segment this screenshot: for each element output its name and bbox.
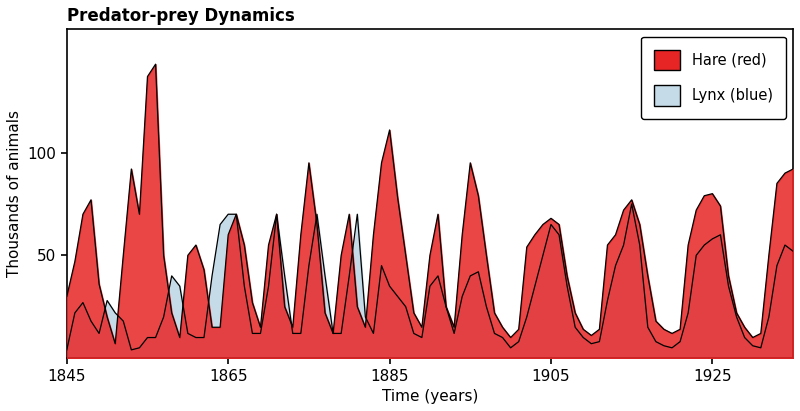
Text: Predator-prey Dynamics: Predator-prey Dynamics <box>66 7 294 25</box>
X-axis label: Time (years): Time (years) <box>382 389 478 404</box>
Legend: Hare (red), Lynx (blue): Hare (red), Lynx (blue) <box>641 37 786 119</box>
Y-axis label: Thousands of animals: Thousands of animals <box>7 110 22 277</box>
